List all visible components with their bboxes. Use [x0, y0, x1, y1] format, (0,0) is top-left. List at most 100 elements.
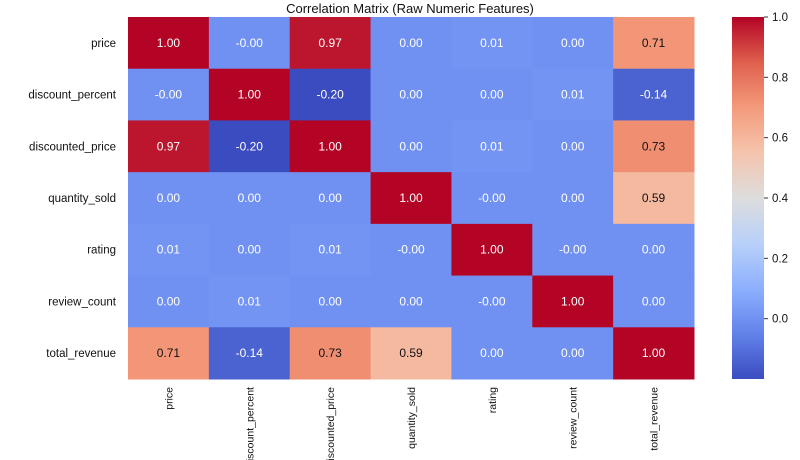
cell-value-label: 1.00 [561, 294, 585, 308]
heatmap-cell [613, 275, 695, 328]
colorbar-gradient [732, 17, 764, 379]
cell-value-label: 0.73 [318, 346, 342, 360]
column-label: price [163, 387, 175, 410]
cell-value-label: 0.01 [318, 243, 342, 257]
cell-value-label: 0.71 [642, 36, 666, 50]
heatmap-cell [128, 17, 210, 70]
row-label: rating [87, 245, 116, 257]
cell-value-label: 0.00 [238, 243, 262, 257]
cell-value-label: 0.00 [238, 191, 262, 205]
heatmap-cell [370, 172, 452, 225]
heatmap-cell [613, 223, 695, 277]
heatmap-cell [613, 17, 695, 70]
cell-value-label: 0.01 [561, 88, 585, 102]
cell-value-label: -0.00 [559, 243, 587, 257]
cell-value-label: -0.20 [316, 88, 344, 102]
heatmap-cell [208, 172, 291, 225]
row-labels: price discount_percent discounted_pricequa… [28, 38, 116, 360]
cell-value-label: -0.00 [155, 88, 183, 102]
row-label: total_revenue [46, 348, 116, 360]
cell-value-label: 0.00 [642, 243, 666, 257]
heatmap-cell [289, 275, 372, 328]
row-label: price [91, 38, 116, 50]
cell-value-label: 1.00 [399, 191, 423, 205]
row-label: review_count [48, 296, 117, 308]
colorbar-tick-label: 0.0 [772, 314, 788, 326]
colorbar-tick-label: 0.6 [772, 133, 788, 145]
heatmap-cell [370, 120, 452, 173]
heatmap-cell [532, 327, 614, 380]
cell-value-label: 0.00 [157, 294, 181, 308]
heatmap-cell [208, 68, 291, 121]
heatmap-cell [289, 68, 372, 121]
column-label: quantity_sold [406, 387, 418, 449]
cell-value-label: 1.00 [480, 243, 504, 257]
cell-value-label: -0.14 [236, 346, 264, 360]
cell-value-label: 1.00 [157, 36, 181, 50]
heatmap-cell [532, 275, 614, 328]
heatmap-cells: 1.00 -0.00 0.97 0.00 0.01 0.00 0.71 -0.00 1.00 -0… [128, 17, 695, 380]
heatmap-cell [613, 120, 695, 173]
heatmap-cell [370, 327, 452, 380]
heatmap-cell [532, 68, 614, 121]
heatmap-cell [128, 120, 210, 173]
heatmap-cell [208, 17, 291, 70]
heatmap-cell [532, 223, 614, 277]
column-label: review_count [568, 387, 580, 449]
cell-value-label: 0.00 [399, 88, 423, 102]
heatmap-cell [208, 275, 291, 328]
heatmap-cell [532, 172, 614, 225]
heatmap-cell [370, 68, 452, 121]
heatmap-cell [451, 68, 533, 121]
heatmap-cell [532, 17, 614, 70]
heatmap-cell [128, 275, 210, 328]
heatmap-cell [613, 327, 695, 380]
heatmap-cell [613, 68, 695, 121]
heatmap-cell [451, 120, 533, 173]
column-label: discounted_price [325, 387, 337, 460]
cell-value-label: 0.01 [480, 139, 504, 153]
heatmap-cell [289, 17, 372, 70]
heatmap-cell [128, 327, 210, 380]
row-label: quantity_sold [48, 193, 116, 205]
chart-title: Correlation Matrix (Raw Numeric Features… [286, 1, 534, 16]
cell-value-label: 0.00 [480, 346, 504, 360]
column-label: rating [487, 387, 499, 413]
cell-value-label: 1.00 [238, 88, 262, 102]
heatmap-cell [370, 275, 452, 328]
cell-value-label: 0.00 [318, 294, 342, 308]
cell-value-label: 0.59 [642, 191, 666, 205]
cell-value-label: -0.00 [397, 243, 425, 257]
heatmap-cell [451, 172, 533, 225]
cell-value-label: 0.73 [642, 139, 666, 153]
heatmap-cell [128, 172, 210, 225]
cell-value-label: 1.00 [642, 346, 666, 360]
cell-value-label: -0.20 [236, 139, 264, 153]
heatmap-cell [370, 223, 452, 277]
cell-value-label: -0.00 [236, 36, 264, 50]
heatmap-cell [289, 172, 372, 225]
cell-value-label: 1.00 [318, 139, 342, 153]
cell-value-label: 0.00 [561, 191, 585, 205]
cell-value-label: -0.00 [478, 191, 506, 205]
heatmap-cell [289, 327, 372, 380]
cell-value-label: -0.00 [478, 294, 506, 308]
colorbar-tick-label: 0.8 [772, 72, 788, 84]
cell-value-label: 0.00 [480, 88, 504, 102]
cell-value-label: 0.00 [157, 191, 181, 205]
cell-value-label: 0.00 [318, 191, 342, 205]
cell-value-label: 0.00 [561, 36, 585, 50]
heatmap-cell [208, 223, 291, 277]
row-label: discounted_price [29, 141, 116, 153]
heatmap-cell [289, 120, 372, 173]
cell-value-label: 0.00 [642, 294, 666, 308]
heatmap-cell [451, 223, 533, 277]
cell-value-label: 0.59 [399, 346, 423, 360]
heatmap-cell [128, 223, 210, 277]
cell-value-label: 0.01 [238, 294, 262, 308]
colorbar-tick-label: 0.2 [772, 253, 788, 265]
heatmap-cell [451, 327, 533, 380]
cell-value-label: 0.97 [318, 36, 342, 50]
cell-value-label: 0.00 [561, 139, 585, 153]
